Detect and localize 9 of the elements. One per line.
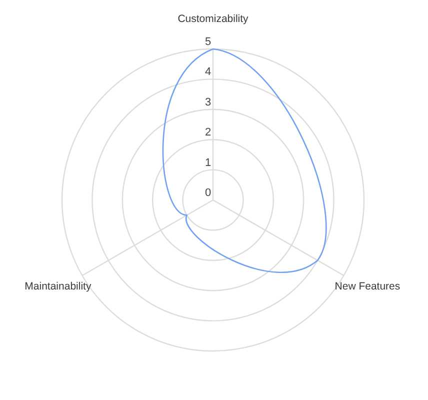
y-tick-label: 2 <box>204 126 212 139</box>
spoke-label: New Features <box>334 280 400 292</box>
y-tick-label: 3 <box>204 96 212 108</box>
spoke-label: Maintainability <box>24 280 92 292</box>
spoke-label: Customizability <box>178 13 250 25</box>
y-tick-label: 5 <box>204 36 212 48</box>
y-tick-label: 4 <box>204 66 212 78</box>
y-tick-label: 0 <box>204 187 212 199</box>
y-tick-label: 1 <box>204 156 212 169</box>
